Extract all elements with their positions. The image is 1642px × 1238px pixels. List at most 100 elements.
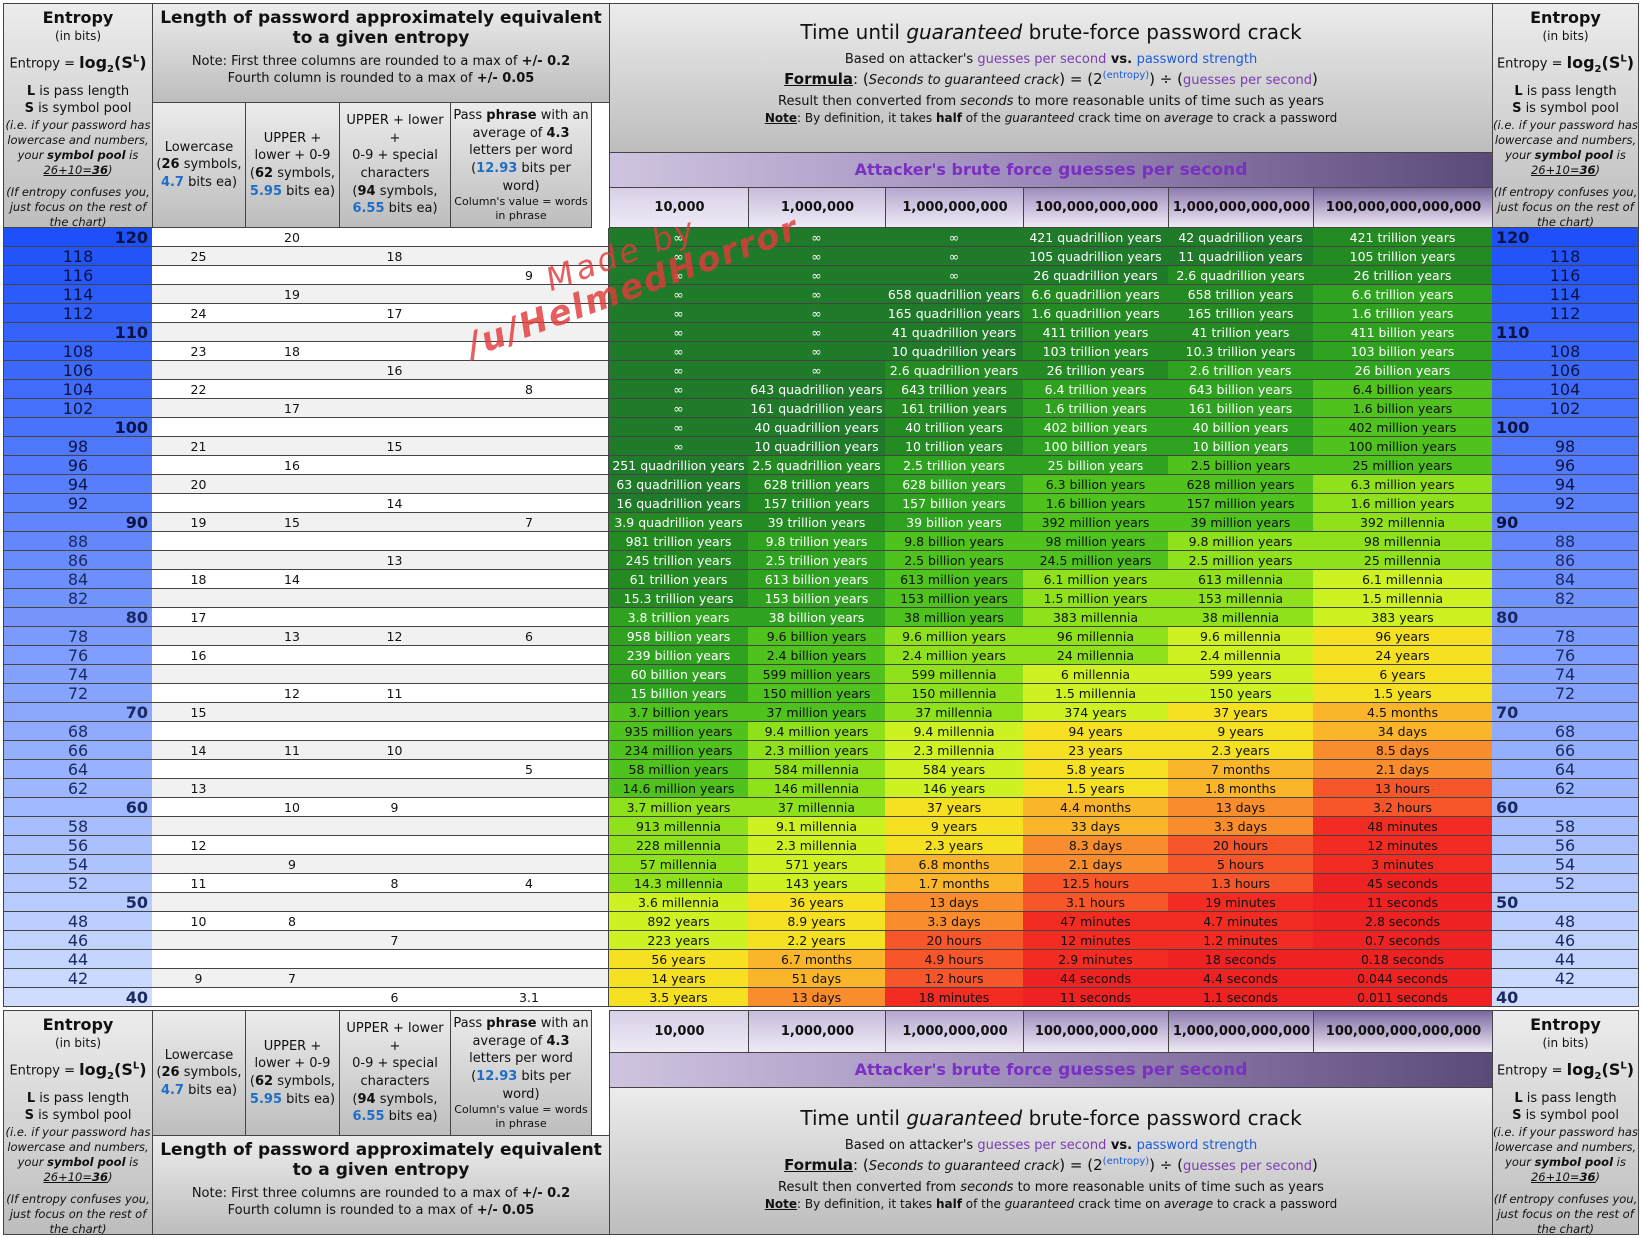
- length-passphrase-cell: [450, 494, 609, 513]
- crack-time-cell: 36 years: [748, 893, 886, 912]
- entropy-title: Entropy: [42, 1015, 114, 1034]
- guesses-per-second-header: 100,000,000,000,000: [1313, 187, 1493, 228]
- entropy-s-def: S is symbol pool: [24, 100, 132, 116]
- length-passphrase-cell: [450, 361, 609, 380]
- crack-time-cell: 98 million years: [1023, 532, 1169, 551]
- crack-time-cell: ∞: [748, 285, 886, 304]
- length-passphrase-cell: 9: [450, 266, 609, 285]
- crack-time-cell: 5.8 years: [1023, 760, 1169, 779]
- length-lowercase-cell: 9: [152, 969, 246, 988]
- crack-time-cell: 613 million years: [885, 570, 1024, 589]
- crack-time-cell: 3.9 quadrillion years: [609, 513, 749, 532]
- crack-time-cell: 2.9 minutes: [1023, 950, 1169, 969]
- crack-time-cell: 1.5 millennia: [1313, 589, 1493, 608]
- crack-time-cell: 94 years: [1023, 722, 1169, 741]
- crack-time-cell: 39 trillion years: [748, 513, 886, 532]
- crack-time-cell: 38 millennia: [1168, 608, 1314, 627]
- crack-time-cell: 9.8 trillion years: [748, 532, 886, 551]
- crack-time-cell: 39 million years: [1168, 513, 1314, 532]
- length-lowercase-cell: 15: [152, 703, 246, 722]
- crack-time-cell: 9.4 million years: [748, 722, 886, 741]
- crack-time-cell: 44 seconds: [1023, 969, 1169, 988]
- length-lowercase-cell: 14: [152, 741, 246, 760]
- entropy-value-left: 62: [3, 779, 153, 798]
- crack-time-cell: 9.4 millennia: [885, 722, 1024, 741]
- length-passphrase-cell: [450, 437, 609, 456]
- crack-time-cell: ∞: [609, 361, 749, 380]
- crack-time-cell: 37 million years: [748, 703, 886, 722]
- crack-time-cell: 628 billion years: [885, 475, 1024, 494]
- entropy-value-left: 50: [3, 893, 153, 912]
- entropy-value-right: 88: [1492, 532, 1639, 551]
- crack-time-cell: 20 hours: [1168, 836, 1314, 855]
- crack-time-cell: 96 millennia: [1023, 627, 1169, 646]
- entropy-value-left: 96: [3, 456, 153, 475]
- length-passphrase-cell: [450, 285, 609, 304]
- crack-time-cell: 1.2 minutes: [1168, 931, 1314, 950]
- crack-time-cell: 3.8 trillion years: [609, 608, 749, 627]
- entropy-value-right: 68: [1492, 722, 1639, 741]
- entropy-value-left: 118: [3, 247, 153, 266]
- entropy-value-left: 60: [3, 798, 153, 817]
- crack-time-cell: ∞: [609, 399, 749, 418]
- length-full-charset-cell: [339, 570, 451, 589]
- length-full-charset-cell: 6: [339, 988, 451, 1007]
- entropy-value-right: 64: [1492, 760, 1639, 779]
- length-alnum-cell: [245, 608, 340, 627]
- guesses-per-second-header: 100,000,000,000: [1023, 1010, 1170, 1053]
- crack-time-cell: 0.7 seconds: [1313, 931, 1493, 950]
- crack-time-cell: 57 millennia: [609, 855, 749, 874]
- crack-time-cell: 6.4 billion years: [1313, 380, 1493, 399]
- length-lowercase-cell: [152, 551, 246, 570]
- length-alnum-cell: 9: [245, 855, 340, 874]
- length-passphrase-cell: [450, 855, 609, 874]
- entropy-formula: Entropy = log2(SL): [9, 1059, 147, 1082]
- length-full-charset-cell: [339, 912, 451, 931]
- length-alnum-cell: [245, 380, 340, 399]
- crack-time-cell: 13 days: [748, 988, 886, 1007]
- entropy-value-right: 86: [1492, 551, 1639, 570]
- entropy-value-left: 52: [3, 874, 153, 893]
- length-full-charset-cell: 9: [339, 798, 451, 817]
- length-lowercase-cell: 18: [152, 570, 246, 589]
- entropy-value-right: 110: [1492, 323, 1639, 342]
- crack-time-cell: ∞: [609, 323, 749, 342]
- crack-time-cell: 6.4 trillion years: [1023, 380, 1169, 399]
- crack-time-cell: 63 quadrillion years: [609, 475, 749, 494]
- length-full-charset-cell: 15: [339, 437, 451, 456]
- length-passphrase-cell: 6: [450, 627, 609, 646]
- length-full-charset-cell: [339, 779, 451, 798]
- crack-time-cell: 161 billion years: [1168, 399, 1314, 418]
- length-lowercase-cell: [152, 418, 246, 437]
- entropy-example: (i.e. if your password has lowercase and…: [1493, 117, 1638, 177]
- crack-time-cell: 1.3 hours: [1168, 874, 1314, 893]
- entropy-value-left: 76: [3, 646, 153, 665]
- crack-time-cell: 100 billion years: [1023, 437, 1169, 456]
- rates-header-bottom: 10,000 1,000,000 1,000,000,000 100,000,000,…: [609, 1010, 1493, 1053]
- crack-time-cell: 613 millennia: [1168, 570, 1314, 589]
- crack-time-cell: 383 years: [1313, 608, 1493, 627]
- length-full-charset-cell: [339, 646, 451, 665]
- crack-time-cell: 4.7 minutes: [1168, 912, 1314, 931]
- length-alnum-cell: 12: [245, 684, 340, 703]
- length-alnum-cell: 18: [245, 342, 340, 361]
- crack-time-cell: 2.2 years: [748, 931, 886, 950]
- length-lowercase-cell: [152, 285, 246, 304]
- entropy-value-left: 114: [3, 285, 153, 304]
- entropy-title: Entropy: [42, 8, 114, 27]
- entropy-l-def: L is pass length: [1514, 83, 1617, 99]
- length-full-charset-cell: 18: [339, 247, 451, 266]
- crack-time-cell: 421 quadrillion years: [1023, 228, 1169, 247]
- crack-time-cell: 1.7 months: [885, 874, 1024, 893]
- crack-time-cell: 24 millennia: [1023, 646, 1169, 665]
- length-lowercase-cell: 23: [152, 342, 246, 361]
- length-lowercase-cell: [152, 988, 246, 1007]
- entropy-value-right: 84: [1492, 570, 1639, 589]
- time-panel-note: Note: By definition, it takes half of th…: [764, 111, 1338, 125]
- crack-time-cell: 3.3 days: [885, 912, 1024, 931]
- crack-time-cell: 402 million years: [1313, 418, 1493, 437]
- entropy-value-left: 64: [3, 760, 153, 779]
- length-lowercase-cell: 21: [152, 437, 246, 456]
- length-full-charset-cell: [339, 722, 451, 741]
